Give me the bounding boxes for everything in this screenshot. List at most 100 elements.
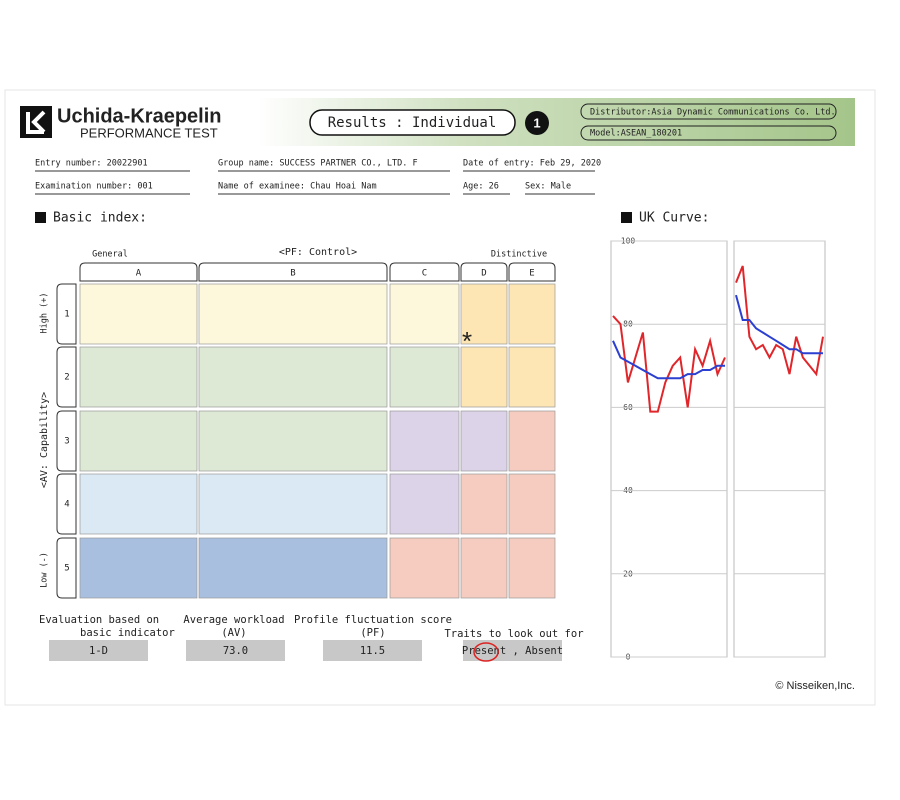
index-cell (79, 473, 198, 535)
index-cell (389, 346, 460, 408)
info-field: Group name: SUCCESS PARTNER CO., LTD. F (218, 159, 418, 169)
column-label: C (422, 269, 427, 279)
result-label: (AV) (221, 627, 246, 639)
index-cell (79, 283, 198, 345)
heading-square (35, 212, 46, 223)
index-cell (508, 283, 556, 345)
info-field: Date of entry: Feb 29, 2020 (463, 159, 601, 169)
chart-title: UK Curve: (639, 211, 709, 226)
column-label: E (529, 269, 534, 279)
index-cell (508, 537, 556, 599)
result-box (323, 640, 422, 661)
curve (612, 340, 725, 380)
index-cell (198, 283, 388, 345)
result-label: basic indicator (80, 627, 175, 639)
result-label: Evaluation based on (39, 614, 159, 626)
section-heading: Basic index: (53, 211, 147, 226)
info-field: Examination number: 001 (35, 182, 153, 192)
row-header (56, 473, 77, 535)
copyright: © Nisseiken,Inc. (775, 680, 855, 692)
column-label: B (290, 269, 295, 279)
result-label: Traits to look out for (444, 628, 583, 640)
index-cell (198, 410, 388, 472)
distributor: Distributor:Asia Dynamic Communications … (590, 108, 836, 118)
result-box (463, 640, 562, 661)
info-field: Age: 26 (463, 182, 499, 192)
row-label: 5 (64, 564, 69, 574)
badge: 1 (533, 115, 540, 130)
logo (20, 106, 52, 138)
row-header (56, 537, 77, 599)
curve (735, 265, 824, 377)
index-cell (460, 410, 508, 472)
title-pill (309, 109, 516, 136)
info-field: Name of examinee: Chau Hoai Nam (218, 182, 377, 192)
index-cell (508, 346, 556, 408)
badge-circle (525, 111, 549, 135)
column-header (389, 262, 460, 282)
row-header (56, 346, 77, 408)
result-box (186, 640, 285, 661)
result-value: 11.5 (360, 645, 385, 657)
row-label: 2 (64, 373, 69, 383)
curve (612, 315, 726, 413)
result-box (49, 640, 148, 661)
index-cell (460, 283, 508, 345)
column-header (508, 262, 556, 282)
column-label: D (481, 269, 486, 279)
distributor-box (580, 103, 837, 120)
column-header (460, 262, 508, 282)
subbrand: PERFORMANCE TEST (80, 125, 218, 140)
brand: Uchida-Kraepelin (57, 105, 221, 127)
index-cell (389, 410, 460, 472)
index-cell (389, 473, 460, 535)
position-marker: * (462, 326, 472, 356)
group-label: Distinctive (491, 250, 547, 260)
group-label: <PF: Control> (279, 247, 357, 258)
circle-mark (473, 642, 499, 662)
column-header (79, 262, 198, 282)
model-box (580, 125, 837, 141)
index-cell (389, 537, 460, 599)
result-value: 73.0 (223, 645, 248, 657)
underlines (35, 170, 595, 195)
index-cell (79, 537, 198, 599)
row-label: 3 (64, 437, 69, 447)
column-label: A (136, 269, 142, 279)
index-cell (508, 410, 556, 472)
column-header (198, 262, 388, 282)
index-grid: A B C D E 1 2 3 4 5 (56, 262, 556, 599)
row-label: 1 (64, 310, 69, 320)
index-cell (198, 473, 388, 535)
heading-square (621, 212, 632, 223)
row-group-label: Low (-) (40, 552, 50, 588)
result-label: (PF) (360, 627, 385, 639)
result-value: Present , Absent (462, 645, 563, 657)
title: Results : Individual (328, 115, 497, 131)
index-cell (79, 410, 198, 472)
row-label: 4 (64, 500, 69, 510)
info-field: Entry number: 20022901 (35, 159, 148, 169)
result-value: 1-D (89, 645, 108, 657)
row-group-label: High (+) (40, 293, 50, 334)
index-cell (460, 473, 508, 535)
index-cell (389, 283, 460, 345)
index-cell (460, 537, 508, 599)
info-field: Sex: Male (525, 182, 571, 192)
result-label: Profile fluctuation score (294, 614, 452, 626)
row-header (56, 283, 77, 345)
model: Model:ASEAN_180201 (590, 129, 682, 139)
curve (735, 294, 823, 355)
row-header (56, 410, 77, 472)
index-cell (79, 346, 198, 408)
index-cell (198, 346, 388, 408)
result-label: Average workload (183, 614, 284, 626)
index-cell (508, 473, 556, 535)
index-cell (460, 346, 508, 408)
group-label: General (92, 250, 128, 260)
row-group-label: <AV: Capability> (39, 392, 50, 488)
